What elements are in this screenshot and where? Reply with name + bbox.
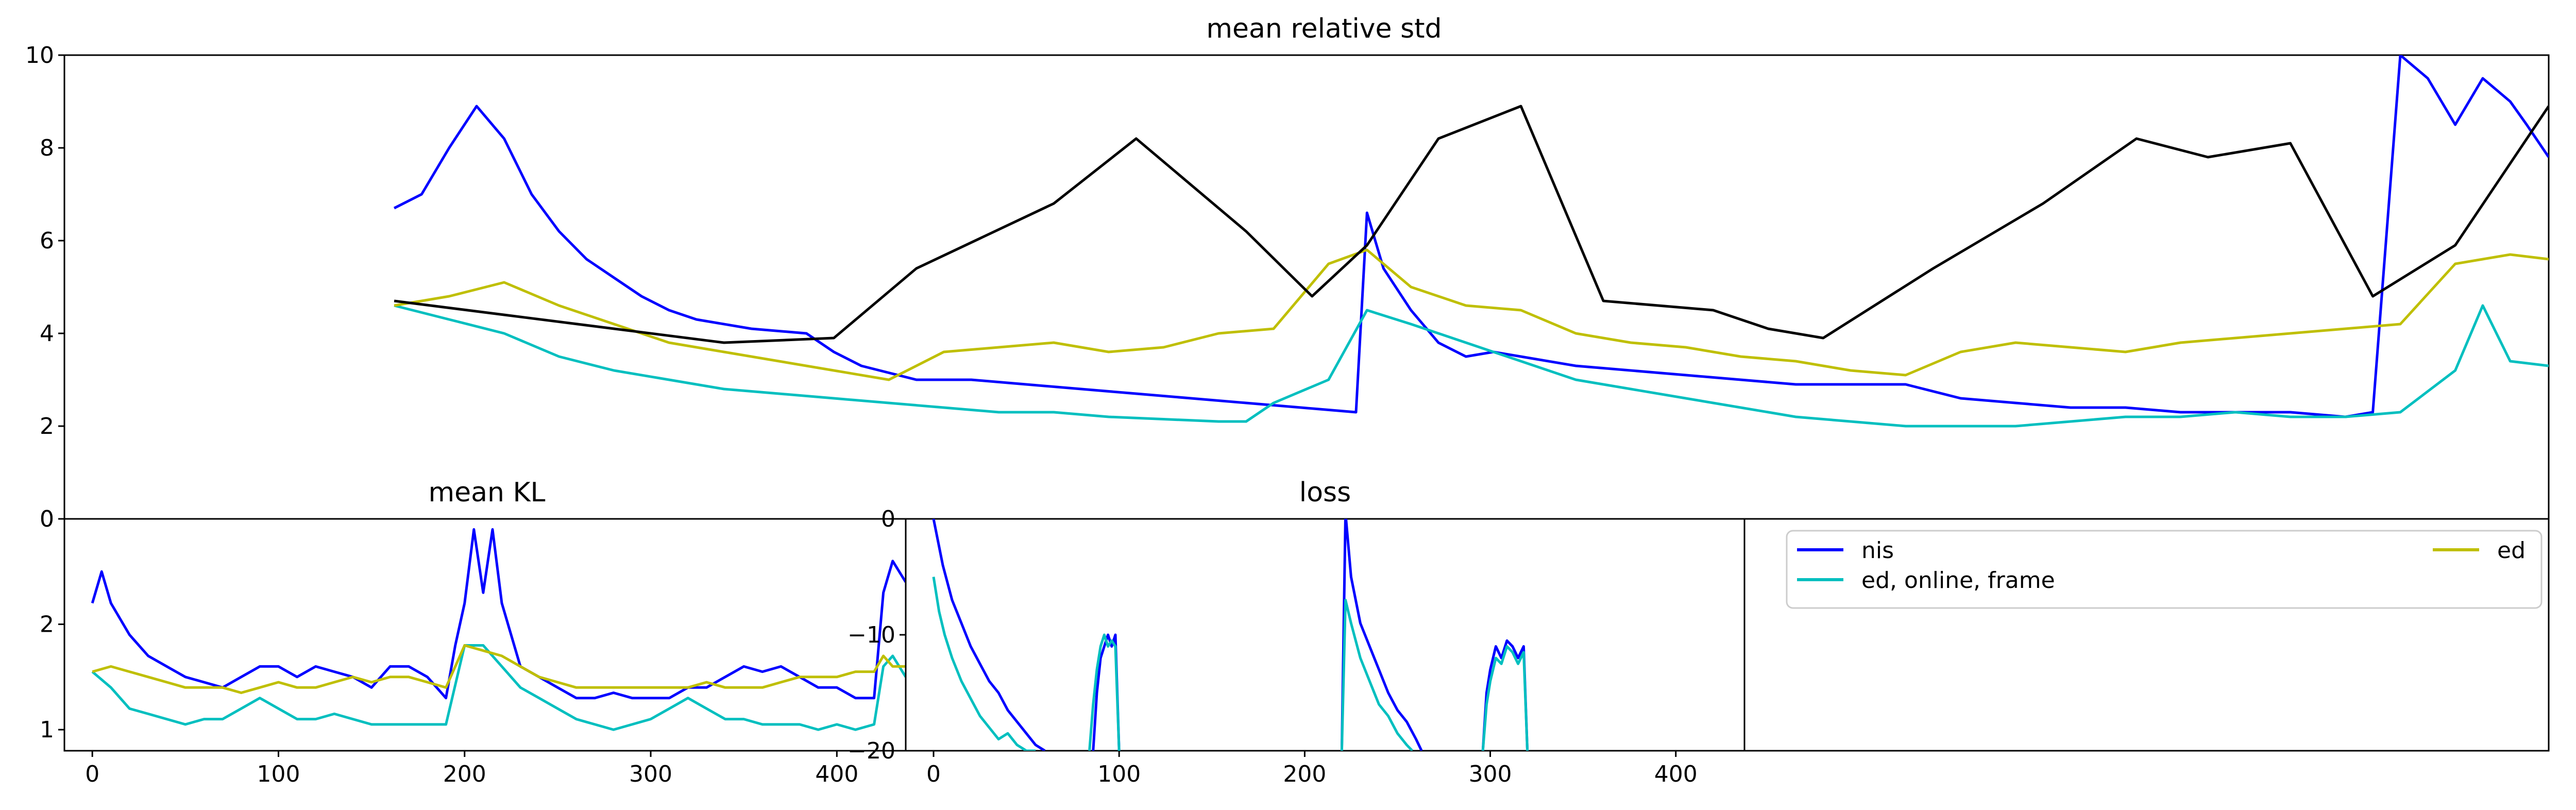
top-y-tick-label: 8 [40,135,54,161]
loss-y-tick-label: −10 [848,622,895,648]
top-y-tick-label: 0 [40,506,54,532]
top-y-tick-label: 4 [40,320,54,347]
top-y-tick-label: 10 [25,42,54,69]
top-plot-lines [393,55,2549,428]
top-panel-frame [63,54,2550,520]
loss-axes: 0 −10 −20 0 100 200 300 400 [848,506,1698,787]
legend-panel-frame [1743,518,2550,752]
loss-y-tick-label: 0 [881,506,895,532]
kl-panel: mean KL 0 2 1 0 100 200 300 400 [40,477,907,787]
loss-x-tick-label: 200 [1283,761,1326,787]
kl-panel-frame [63,518,907,752]
kl-x-tick-label: 400 [815,761,858,787]
kl-panel-title: mean KL [428,477,545,508]
kl-x-tick-label: 200 [443,761,486,787]
kl-x-tick-label: 300 [629,761,672,787]
kl-x-tick-label: 0 [85,761,99,787]
top-series-reference [394,105,2549,344]
loss-x-tick-label: 400 [1654,761,1698,787]
loss-plot-lines [932,519,1529,751]
top-panel-title: mean relative std [1206,13,1442,44]
kl-series-ed-online-frame [91,644,906,731]
loss-series-nis [1340,519,1423,751]
legend-label-ed-online-frame: ed, online, frame [1861,567,2055,594]
top-panel: mean relative std 0 2 4 6 8 10 [25,13,2550,532]
loss-series-ed-online-frame [1340,599,1414,751]
legend-label-ed: ed [2497,537,2526,564]
loss-series-ed-online-frame [932,577,1036,751]
legend-label-nis: nis [1861,537,1894,564]
top-series-ed [394,248,2549,381]
loss-series-nis [1481,639,1529,751]
kl-y-tick-label: 2 [40,612,54,638]
loss-x-tick-label: 300 [1469,761,1512,787]
loss-panel-frame [905,518,1745,752]
loss-panel: loss 0 −10 −20 0 100 200 300 400 [848,477,1745,787]
kl-plot-lines [91,528,906,731]
loss-series-ed-online-frame [1481,645,1529,751]
kl-series-ed [92,644,906,694]
loss-x-tick-label: 100 [1097,761,1141,787]
kl-series-nis [91,528,906,700]
kl-y-tick-label: 1 [40,717,54,743]
legend-panel: nis ed, online, frame ed [1743,518,2550,752]
top-series-ed-online-frame [394,304,2549,428]
kl-axes: 0 2 1 0 100 200 300 400 [40,506,858,787]
top-y-tick-label: 6 [40,228,54,254]
top-y-tick-label: 2 [40,413,54,440]
loss-panel-title: loss [1299,477,1351,508]
top-series-nis [393,55,2549,418]
loss-series-nis [932,519,1046,751]
loss-x-tick-label: 0 [926,761,941,787]
kl-x-tick-label: 100 [257,761,300,787]
kl-y-tick-label: 0 [40,506,54,532]
loss-y-tick-label: −20 [848,738,895,764]
legend-box [1786,530,2543,609]
top-y-axis: 0 2 4 6 8 10 [25,42,64,532]
loss-series-ed-online-frame [1088,633,1121,751]
